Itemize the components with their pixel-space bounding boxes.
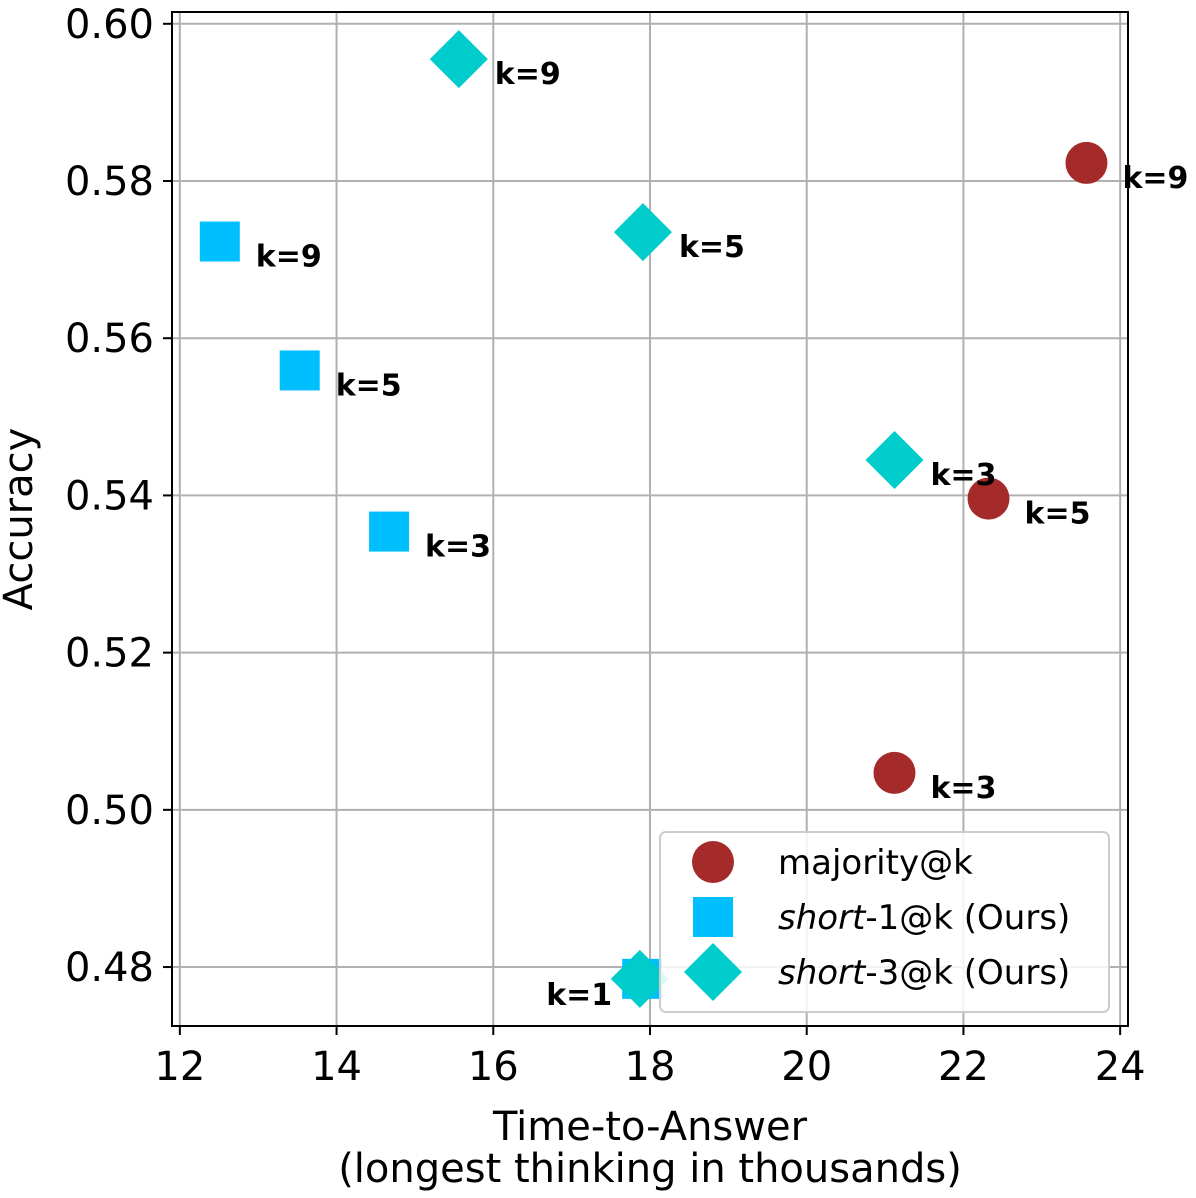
point-label: k=9 (1122, 161, 1188, 196)
point-label: k=1 (546, 978, 612, 1013)
legend-entry: short-3@k (Ours) (778, 953, 1070, 993)
y-tick-label: 0.48 (65, 945, 154, 991)
square-point (199, 221, 240, 262)
x-axis-subtitle: (longest thinking in thousands) (338, 1146, 962, 1192)
x-tick-label: 12 (154, 1044, 205, 1090)
legend-entry-text: majority@k (778, 843, 973, 883)
point-label: k=5 (336, 368, 402, 403)
point-labels: k=3 k=5 k=9 k=1 k=3 k=5 k=9 k=3 k=5 k=9 (256, 57, 1189, 1013)
point-label: k=5 (1025, 497, 1091, 532)
y-tick-label: 0.52 (65, 631, 154, 677)
y-tick-label: 0.58 (65, 159, 154, 205)
x-axis-title: Time-to-Answer (492, 1104, 808, 1150)
circle-point (1065, 141, 1108, 184)
x-tick-label: 16 (468, 1044, 519, 1090)
legend-entry: short-1@k (Ours) (778, 898, 1070, 938)
legend-circle-icon (692, 841, 734, 883)
series-diamond (429, 30, 924, 1008)
x-tick-label: 18 (625, 1044, 676, 1090)
y-tick-label: 0.56 (65, 316, 154, 362)
y-tick-label: 0.60 (65, 2, 154, 48)
circle-point (967, 477, 1010, 520)
square-point (279, 350, 320, 391)
legend-square-icon (693, 897, 733, 937)
point-label: k=3 (930, 458, 996, 493)
y-tick-label: 0.50 (65, 788, 154, 834)
point-label: k=3 (930, 771, 996, 806)
diamond-point (613, 203, 672, 262)
point-label: k=5 (679, 230, 745, 265)
x-tick-label: 24 (1095, 1044, 1146, 1090)
series-circle (873, 141, 1108, 794)
legend-entry-italic: short (778, 898, 867, 938)
diamond-point (865, 431, 924, 490)
circle-point (873, 751, 916, 794)
x-tick-label: 20 (781, 1044, 832, 1090)
legend-diamond-icon (684, 943, 742, 1001)
diamond-point (610, 949, 669, 1008)
data-series (199, 30, 1108, 1008)
y-tick-label: 0.54 (65, 473, 154, 519)
x-tick-label: 22 (938, 1044, 989, 1090)
point-label: k=9 (256, 240, 322, 275)
point-label: k=9 (495, 57, 561, 92)
axis-ticks: 12 14 16 18 20 22 24 0.48 0.50 0.52 0.54 0.56 0.58 0.… (65, 2, 1146, 1090)
grid (172, 12, 1128, 1026)
legend-entry-text: -1@k (Ours) (865, 898, 1070, 938)
x-tick-label: 14 (311, 1044, 362, 1090)
y-axis-title: Accuracy (0, 428, 42, 611)
diamond-point (429, 30, 488, 89)
legend-box (659, 831, 1110, 1013)
legend-entry-text: -3@k (Ours) (865, 953, 1070, 993)
point-label: k=3 (425, 530, 491, 565)
legend-entry: majority@k (778, 843, 973, 883)
legend-entry-italic: short (778, 953, 867, 993)
square-point (369, 511, 410, 552)
